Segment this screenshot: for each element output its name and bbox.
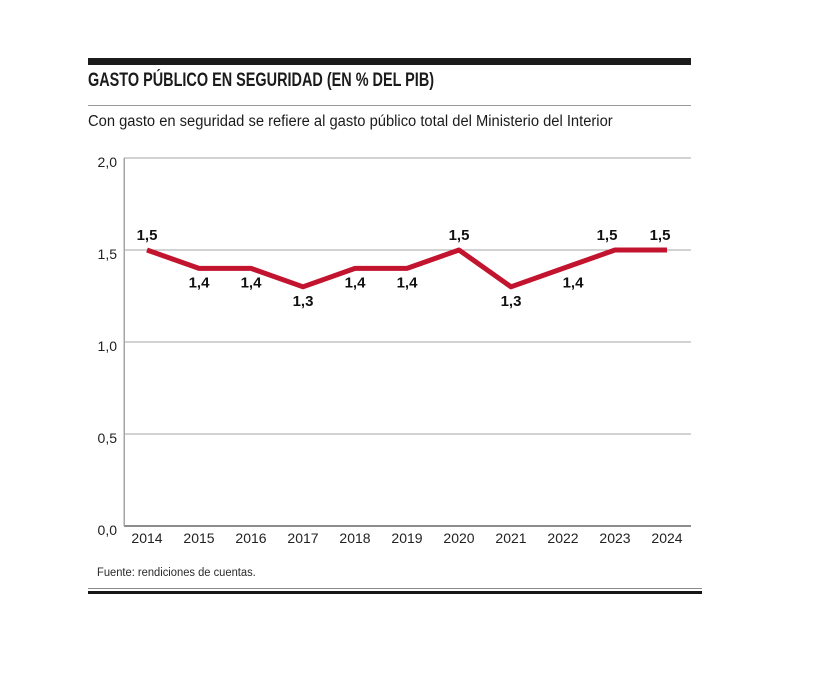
x-axis-tick-label: 2016: [235, 530, 266, 546]
chart-subtitle: Con gasto en seguridad se refiere al gas…: [88, 113, 613, 130]
chart-title: GASTO PÚBLICO EN SEGURIDAD (EN % DEL PIB…: [88, 70, 435, 91]
data-line: [146, 247, 667, 290]
x-axis-tick-label: 2022: [547, 530, 578, 546]
data-point-label: 1,5: [449, 227, 470, 244]
x-axis-tick-label: 2018: [339, 530, 370, 546]
x-axis-tick-label: 2021: [495, 530, 526, 546]
x-axis-tick-label: 2023: [599, 530, 630, 546]
line-chart: 2,0 1,5 1,0 0,5 0,0 2014 2015 2016 2017 2018 2019 2…: [98, 154, 691, 546]
y-axis-tick-label: 0,0: [98, 522, 118, 538]
data-point-label: 1,4: [345, 274, 367, 291]
title-divider: [88, 105, 691, 106]
x-axis-tick-label: 2014: [131, 530, 162, 546]
x-axis-tick-label: 2015: [183, 530, 214, 546]
y-axis-tick-label: 1,0: [98, 338, 118, 354]
y-axis-tick-label: 1,5: [98, 246, 118, 262]
data-point-label: 1,4: [189, 274, 211, 291]
x-axis-tick-label: 2020: [443, 530, 474, 546]
data-point-label: 1,5: [597, 227, 618, 244]
bottom-divider-thin: [88, 588, 702, 589]
y-axis-tick-label: 2,0: [98, 154, 118, 170]
source-note: Fuente: rendiciones de cuentas.: [97, 567, 256, 579]
top-black-bar: [88, 58, 691, 65]
bottom-divider-thick: [88, 591, 702, 594]
data-point-label: 1,4: [563, 274, 585, 291]
y-axis-tick-label: 0,5: [98, 430, 118, 446]
x-axis-tick-label: 2017: [287, 530, 318, 546]
data-point-label: 1,3: [501, 293, 522, 310]
data-point-label: 1,5: [650, 227, 671, 244]
x-axis-tick-label: 2024: [651, 530, 682, 546]
data-point-label: 1,5: [137, 227, 158, 244]
data-point-label: 1,3: [293, 293, 314, 310]
data-point-label: 1,4: [241, 274, 263, 291]
x-axis-tick-label: 2019: [391, 530, 422, 546]
data-point-label: 1,4: [397, 274, 419, 291]
